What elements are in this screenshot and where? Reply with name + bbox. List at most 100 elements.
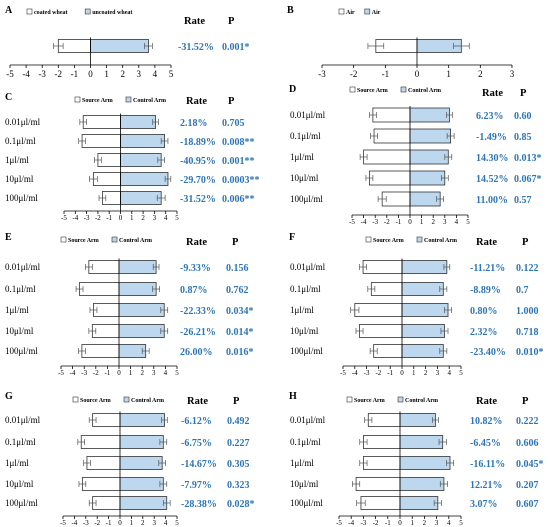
error-bar	[359, 460, 368, 466]
legend-swatch	[365, 236, 372, 243]
panel-h: H Source Arm Control Arm Rate P 0.01μl/ml 10.8…	[289, 391, 544, 527]
rate-value: 3.07%	[470, 499, 498, 510]
tick-label: 1	[410, 519, 414, 527]
tick-label: 0	[118, 519, 122, 527]
legend: Source Arm Control Arm	[74, 96, 166, 104]
tick-label: -1	[387, 369, 393, 377]
bar-row: 10μl/ml 2.32% 0.718	[290, 324, 539, 338]
tick-label: -4	[22, 69, 30, 79]
legend-entry: Source Arm	[373, 238, 404, 244]
bar-source	[92, 413, 121, 427]
legend: Source Arm Control Arm	[365, 236, 457, 244]
legend-swatch	[26, 8, 33, 15]
bar-source	[363, 149, 411, 165]
tick-label: 2	[478, 69, 483, 79]
tick-label: -3	[81, 369, 87, 377]
bar-row: 0.1μl/ml 0.87% 0.762	[5, 282, 249, 296]
rate-value: 0.80%	[470, 306, 498, 317]
p-value: 0.7	[516, 285, 529, 296]
bar-control	[119, 456, 163, 470]
tick-label: 3	[137, 69, 142, 79]
legend-entry: coated wheat	[34, 10, 68, 16]
error-bar	[160, 138, 169, 144]
bar-source	[360, 496, 401, 510]
bar-row: 0.1μl/ml -18.89% 0.008**	[5, 134, 255, 148]
rate-header: Rate	[186, 237, 207, 248]
bar-control	[118, 344, 147, 358]
bar-row	[367, 39, 470, 53]
p-value: 0.85	[514, 132, 532, 143]
bar-source	[86, 456, 121, 470]
tick-label: -3	[372, 218, 378, 226]
category-label: 0.1μl/ml	[290, 284, 321, 294]
bar-source	[88, 260, 120, 274]
bar-control	[118, 282, 157, 296]
error-bar	[152, 264, 160, 270]
tick-label: 0	[400, 369, 404, 377]
bar-control	[399, 413, 436, 427]
bar-row: 1μl/ml -40.95% 0.001**	[5, 153, 255, 167]
error-bar	[359, 439, 368, 445]
tick-label: -1	[71, 69, 79, 79]
x-axis: -5 -4 -3 -2 -1 0 1 2 3 4 5	[336, 515, 463, 527]
rate-value: 14.30%	[476, 153, 509, 164]
error-bar	[355, 328, 364, 334]
tick-label: -1	[106, 519, 112, 527]
p-value: 0.207	[516, 480, 539, 491]
error-bar	[144, 43, 153, 49]
legend-swatch	[416, 236, 423, 243]
bar-control	[119, 413, 165, 427]
rate-value: -16.11%	[470, 459, 505, 470]
p-value: 0.156	[226, 263, 249, 274]
bar-control	[118, 260, 157, 274]
category-label: 0.01μl/ml	[5, 262, 41, 272]
bar-control	[399, 435, 444, 449]
p-value: 0.705	[222, 118, 245, 129]
legend: Source Arm Control Arm	[72, 396, 164, 404]
x-axis: -3 -2 -1 0 1 2 3	[318, 64, 515, 79]
rate-value: -11.21%	[470, 263, 505, 274]
rate-value: 2.32%	[470, 327, 498, 338]
category-label: 0.1μl/ml	[5, 437, 36, 447]
panel-c: C Source Arm Control Arm Rate P 0.01μl/ml 2.18…	[5, 92, 260, 222]
error-bar	[89, 307, 98, 313]
p-value: 0.013*	[514, 153, 542, 164]
tick-label: -4	[361, 218, 367, 226]
bar-control	[409, 149, 449, 165]
tick-label: -5	[340, 369, 346, 377]
error-bar	[157, 157, 165, 163]
rate-value: -29.70%	[180, 175, 216, 186]
bar-source	[373, 128, 411, 144]
error-bar	[78, 481, 87, 487]
category-label: 10μl/ml	[5, 479, 34, 489]
category-label: 0.1μl/ml	[5, 136, 36, 146]
bar-control	[401, 282, 444, 296]
p-value: 0.606	[516, 438, 539, 449]
tick-label: 5	[175, 214, 179, 222]
p-header: P	[228, 16, 235, 27]
bar-control	[401, 344, 444, 358]
rate-header: Rate	[476, 237, 497, 248]
rate-header: Rate	[187, 396, 208, 407]
bar-control	[118, 303, 165, 317]
panel-e: E Source Arm Control Arm Rate P 0.01μl/ml -9.3…	[5, 232, 254, 377]
p-value: 0.492	[227, 416, 250, 427]
tick-label: -5	[61, 214, 67, 222]
p-value: 0.016*	[226, 347, 254, 358]
category-label: 0.1μl/ml	[290, 131, 321, 141]
category-label: 0.01μl/ml	[290, 262, 326, 272]
rate-value: -22.33%	[180, 306, 216, 317]
tick-label: 2	[141, 214, 145, 222]
error-bar	[88, 328, 97, 334]
error-bar	[433, 500, 442, 506]
tick-label: 1	[104, 69, 109, 79]
bar-row: 0.1μl/ml -1.49% 0.85	[290, 128, 532, 144]
legend-entry: Control Arm	[408, 88, 441, 94]
error-bar	[365, 175, 374, 181]
category-label: 1μl/ml	[5, 305, 29, 315]
rate-header: Rate	[482, 88, 503, 99]
p-value: 0.028*	[227, 499, 255, 510]
bar-row: 10μl/ml -26.21% 0.014*	[5, 324, 254, 338]
tick-label: 5	[175, 519, 179, 527]
